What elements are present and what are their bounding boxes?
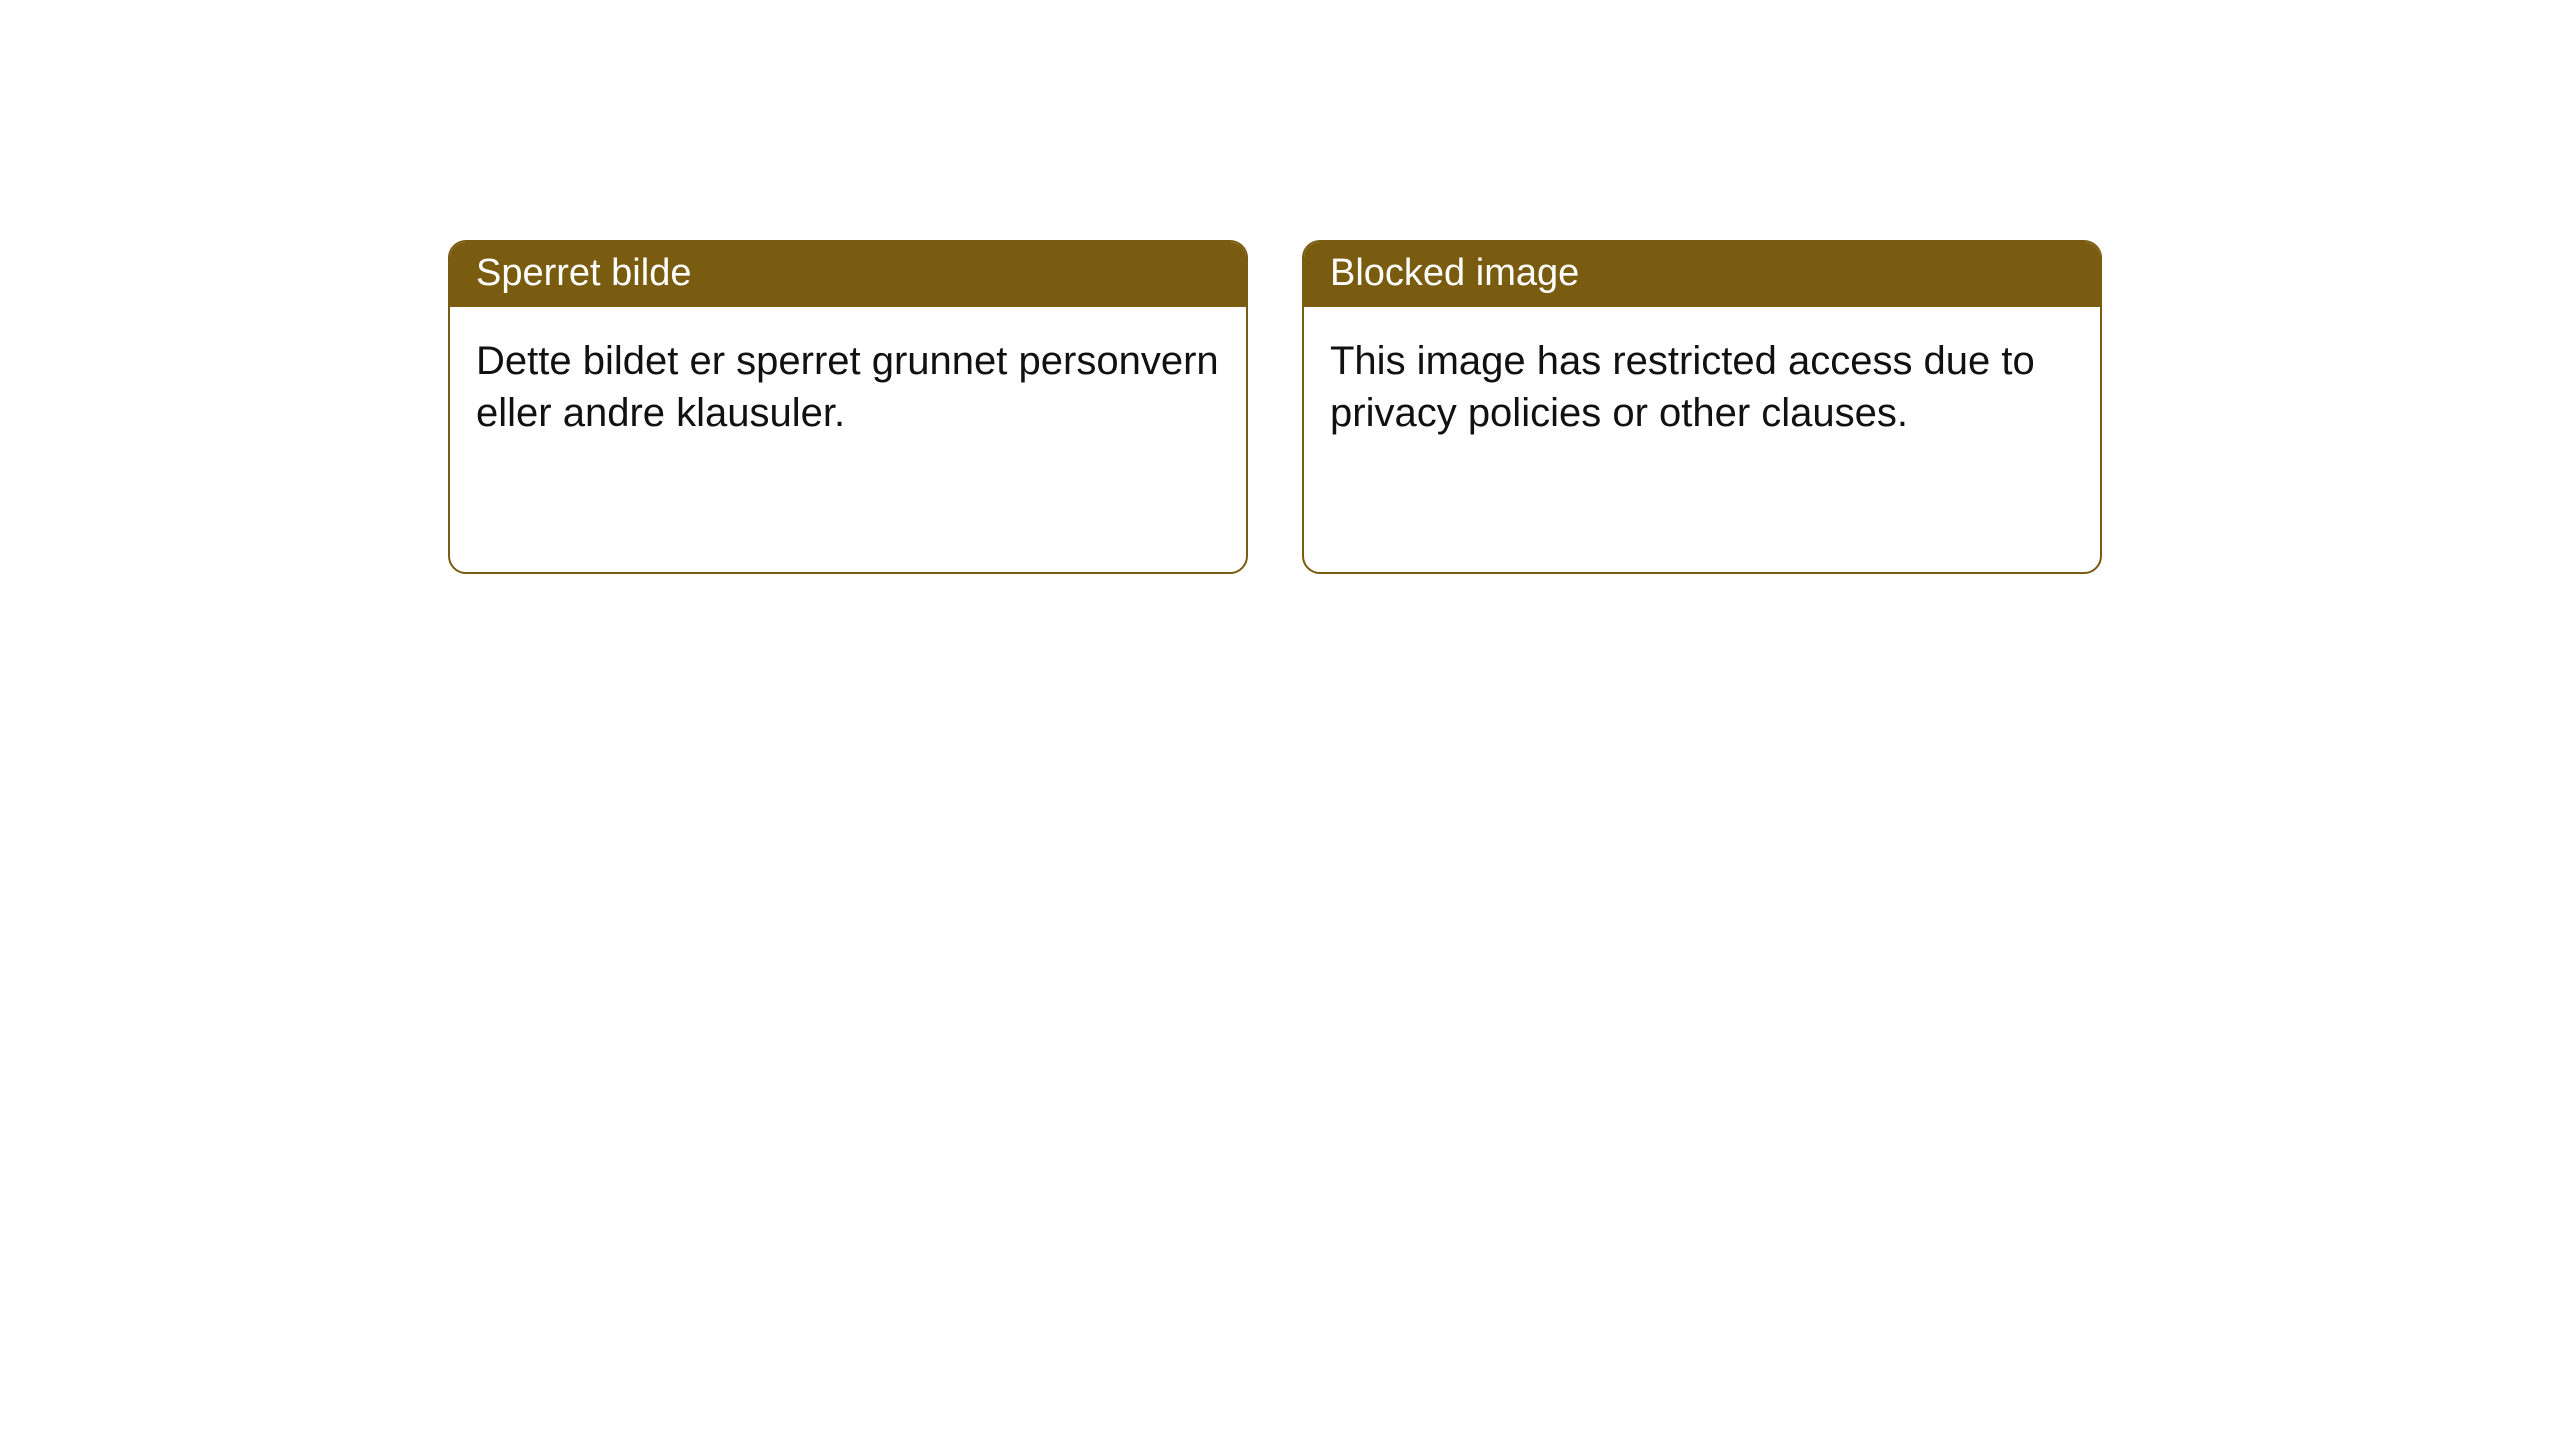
notice-card-english: Blocked image This image has restricted …: [1302, 240, 2102, 574]
notice-title: Sperret bilde: [450, 242, 1246, 307]
notice-card-norwegian: Sperret bilde Dette bildet er sperret gr…: [448, 240, 1248, 574]
notice-title: Blocked image: [1304, 242, 2100, 307]
notice-body: This image has restricted access due to …: [1304, 307, 2100, 467]
notice-body: Dette bildet er sperret grunnet personve…: [450, 307, 1246, 467]
notice-container: Sperret bilde Dette bildet er sperret gr…: [0, 0, 2560, 574]
